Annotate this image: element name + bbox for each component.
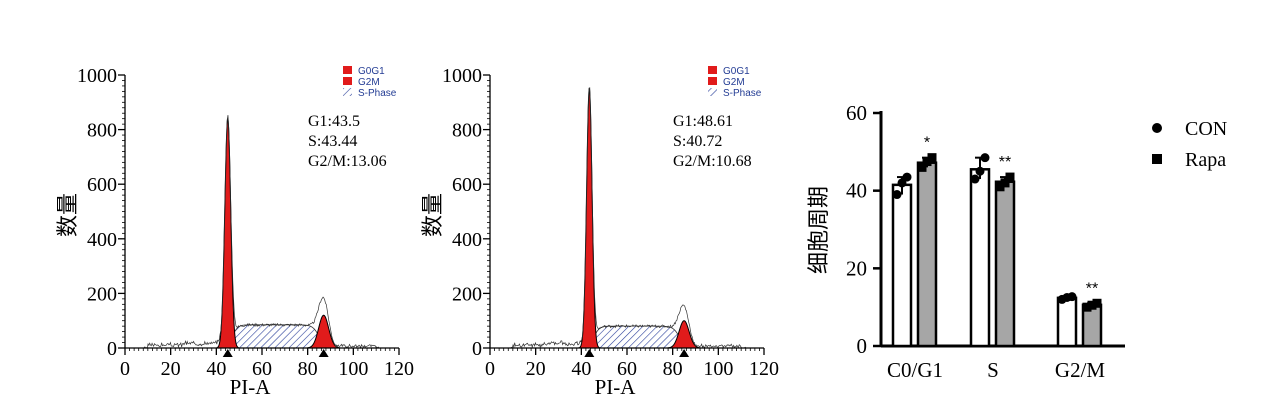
data-point-con xyxy=(892,190,902,200)
y-tick-label: 400 xyxy=(452,229,482,251)
data-point-con xyxy=(902,172,912,182)
data-point-con xyxy=(980,153,990,163)
legend-marker-rapa xyxy=(1152,154,1162,164)
data-point-rapa xyxy=(922,157,932,167)
x-tick-label: 60 xyxy=(617,358,637,380)
legend-swatch-s-phase xyxy=(708,88,717,96)
y-tick-label: 0 xyxy=(107,338,117,360)
data-point-con xyxy=(970,174,980,184)
y-tick-label: 1000 xyxy=(442,65,482,87)
histogram-panel-2: 0 200 400 600 800 1000 0 20 40 60 80 100 120 PI-A 数量 G0… xyxy=(420,65,779,399)
y-axis-label: 数量 xyxy=(55,193,80,237)
x-tick-label: 80 xyxy=(663,358,683,380)
legend-label: S-Phase xyxy=(358,88,397,99)
g0g1-peak xyxy=(577,88,602,349)
legend-swatch-g0g1 xyxy=(708,66,717,74)
phase-stat: G2/M:13.06 xyxy=(308,153,387,170)
y-axis-label: 数量 xyxy=(420,193,445,237)
peak-marker-triangle xyxy=(584,349,595,357)
peak-marker-triangle xyxy=(679,349,690,357)
x-tick-label: 120 xyxy=(749,358,779,380)
y-tick-label: 800 xyxy=(87,120,117,142)
legend-swatch-s-phase xyxy=(343,88,352,96)
y-tick-label: 600 xyxy=(87,174,117,196)
y-tick-label: 200 xyxy=(452,283,482,305)
x-tick-label: 80 xyxy=(298,358,318,380)
data-point-rapa xyxy=(1087,300,1097,310)
legend-label: G2M xyxy=(358,77,380,88)
y-tick-label: 400 xyxy=(87,229,117,251)
significance-mark: * xyxy=(924,135,930,152)
y-tick-label: 0 xyxy=(472,338,482,360)
phase-stat: S:43.44 xyxy=(308,133,357,150)
y-tick-label: 0 xyxy=(857,334,868,358)
y-tick-label: 40 xyxy=(846,179,867,203)
x-axis-label: PI-A xyxy=(230,375,272,399)
data-point-rapa xyxy=(1005,172,1015,182)
data-point-rapa xyxy=(917,162,927,172)
legend-marker-con xyxy=(1152,123,1162,133)
phase-stat: S:40.72 xyxy=(673,133,722,150)
legend-label: G0G1 xyxy=(723,66,750,77)
phase-stat: G1:48.61 xyxy=(673,113,733,130)
legend-swatch-g2m xyxy=(343,77,352,85)
peak-marker-triangle xyxy=(222,349,233,357)
data-point-con xyxy=(975,166,985,176)
y-tick-label: 200 xyxy=(87,283,117,305)
data-point-rapa xyxy=(1092,298,1102,308)
y-axis-label: 细胞周期 xyxy=(806,186,831,274)
legend-label: G0G1 xyxy=(358,66,385,77)
x-tick-label: 100 xyxy=(703,358,733,380)
raw-histogram-line xyxy=(508,87,746,349)
significance-mark: ** xyxy=(999,154,1011,171)
y-tick-label: 20 xyxy=(846,256,867,280)
x-tick-label: 20 xyxy=(161,358,181,380)
x-tick-label: 60 xyxy=(252,358,272,380)
x-tick-label: C0/G1 xyxy=(887,358,943,382)
bar-rapa xyxy=(916,161,938,348)
data-point-rapa xyxy=(995,182,1005,192)
legend-label: S-Phase xyxy=(723,88,762,99)
x-tick-label: S xyxy=(987,358,999,382)
legend-swatch-g0g1 xyxy=(343,66,352,74)
y-tick-label: 600 xyxy=(452,174,482,196)
data-point-con xyxy=(897,178,907,188)
bar-con xyxy=(891,183,913,348)
histogram-panel-1: 0 200 400 600 800 1000 0 20 40 60 80 100 120 PI-A 数量 G0… xyxy=(55,65,414,399)
legend-label-rapa: Rapa xyxy=(1185,149,1226,171)
x-tick-label: 0 xyxy=(120,358,130,380)
phase-stat: G1:43.5 xyxy=(308,113,360,130)
y-tick-label: 800 xyxy=(452,120,482,142)
x-tick-label: G2/M xyxy=(1055,358,1106,382)
y-tick-label: 1000 xyxy=(77,65,117,87)
bar-rapa xyxy=(994,180,1016,348)
bar-con xyxy=(1056,296,1078,348)
legend-label: G2M xyxy=(723,77,745,88)
peak-marker-triangle xyxy=(318,349,329,357)
data-point-con xyxy=(1067,292,1077,302)
y-tick-label: 60 xyxy=(846,101,867,125)
significance-mark: ** xyxy=(1086,280,1098,297)
g0g1-peak xyxy=(215,117,240,349)
x-tick-label: 40 xyxy=(571,358,591,380)
phase-stat: G2/M:10.68 xyxy=(673,153,752,170)
bar-con xyxy=(969,168,991,348)
x-tick-label: 0 xyxy=(485,358,495,380)
x-tick-label: 120 xyxy=(384,358,414,380)
data-point-rapa xyxy=(1082,302,1092,312)
data-point-rapa xyxy=(1000,178,1010,188)
x-tick-label: 100 xyxy=(338,358,368,380)
x-axis-label: PI-A xyxy=(595,375,637,399)
x-tick-label: 40 xyxy=(206,358,226,380)
data-point-rapa xyxy=(927,153,937,163)
legend-label-con: CON xyxy=(1185,118,1227,140)
raw-histogram-line xyxy=(143,115,381,350)
legend-swatch-g2m xyxy=(708,77,717,85)
x-tick-label: 20 xyxy=(526,358,546,380)
g2m-peak xyxy=(307,314,341,349)
